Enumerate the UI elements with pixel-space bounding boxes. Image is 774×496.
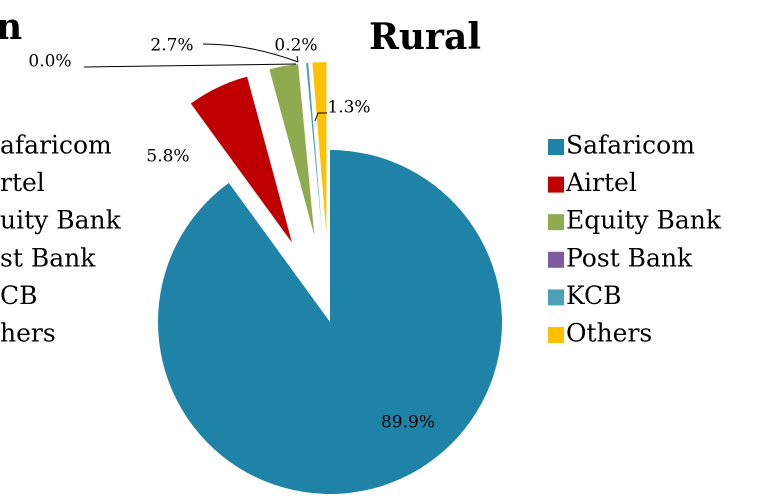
leader-line xyxy=(202,43,299,63)
legend-label: Post Bank xyxy=(566,243,693,272)
legend-swatch xyxy=(548,289,564,306)
data-label: 0.0% xyxy=(28,52,71,72)
legend-swatch xyxy=(548,176,564,193)
legend-swatch xyxy=(548,214,564,231)
legend-label: uity Bank xyxy=(0,206,122,235)
data-label: 89.9% xyxy=(381,413,435,433)
pie-slice xyxy=(312,62,327,235)
data-label: 1.3% xyxy=(327,98,370,118)
pie-slice xyxy=(306,62,323,235)
leader-line xyxy=(83,63,297,68)
legend-swatch xyxy=(548,327,564,343)
legend-label: Safaricom xyxy=(566,131,695,160)
legend-label: hers xyxy=(0,319,56,348)
legend-label: Others xyxy=(566,319,652,348)
chart-title: n xyxy=(0,6,22,48)
legend-label: afaricom xyxy=(0,131,112,160)
legend-swatch xyxy=(548,139,564,155)
data-label: 0.2% xyxy=(274,36,317,56)
chart-title: Rural xyxy=(369,16,481,58)
data-label: 2.7% xyxy=(150,36,193,56)
pie-slice xyxy=(157,150,502,494)
legend-swatch xyxy=(548,251,564,268)
legend-label: Equity Bank xyxy=(566,206,722,235)
leader-line xyxy=(314,112,327,122)
legend-label: st Bank xyxy=(0,243,96,272)
legend-label: rtel xyxy=(0,168,45,197)
data-label: 5.8% xyxy=(146,147,189,167)
leader-line xyxy=(296,55,299,63)
legend-label: KCB xyxy=(566,281,622,310)
legend-label: CB xyxy=(0,281,38,310)
pie-slice xyxy=(269,64,315,236)
legend-label: Airtel xyxy=(565,168,637,197)
pie-slice xyxy=(190,76,292,243)
